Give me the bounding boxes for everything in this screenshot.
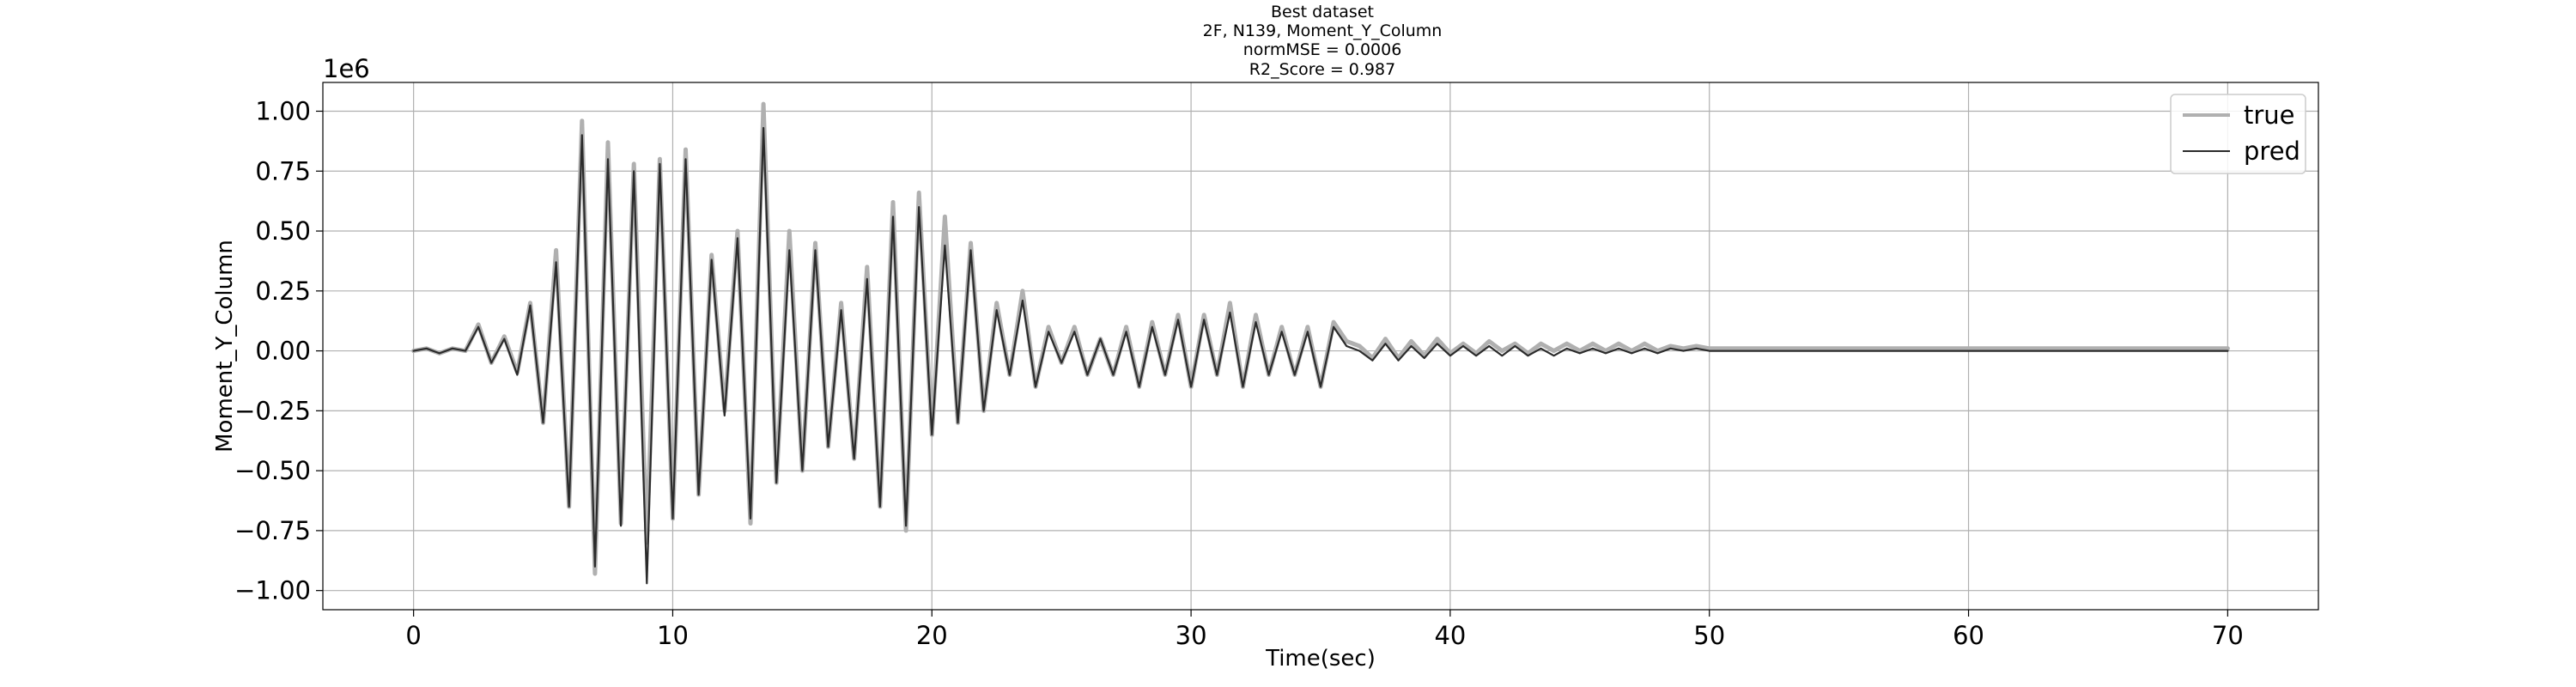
y-tick-label: −0.75 bbox=[234, 516, 311, 545]
y-axis-label: Moment_Y_Column bbox=[212, 240, 238, 453]
chart-title-line-4: R2_Score = 0.987 bbox=[1249, 60, 1395, 79]
grid bbox=[323, 82, 2318, 610]
y-tick-label: 1.00 bbox=[255, 96, 311, 125]
x-tick-label: 0 bbox=[405, 621, 421, 650]
y-tick-label: 0.25 bbox=[255, 277, 311, 306]
y-tick-label: −0.25 bbox=[234, 396, 311, 425]
y-tick-label: −0.50 bbox=[234, 456, 311, 485]
legend: true pred bbox=[2170, 94, 2306, 174]
x-axis-label: Time(sec) bbox=[1265, 646, 1376, 672]
legend-label-pred: pred bbox=[2244, 137, 2300, 166]
y-offset-label: 1e6 bbox=[323, 54, 370, 83]
plot-area-frame bbox=[322, 82, 2319, 611]
x-tick-label: 20 bbox=[916, 621, 948, 650]
chart-title-line-2: 2F, N139, Moment_Y_Column bbox=[1203, 21, 1443, 40]
y-tick-label: 0.50 bbox=[255, 216, 311, 246]
x-tick-label: 60 bbox=[1953, 621, 1984, 650]
plot-series bbox=[411, 101, 2230, 585]
x-tick-label: 30 bbox=[1176, 621, 1207, 650]
x-tick-label: 40 bbox=[1434, 621, 1466, 650]
axis-ticks: 0 10 20 30 40 50 60 70 1.00 0.75 0.50 0.25 0.00 −0.25… bbox=[234, 96, 2244, 650]
y-tick-label: 0.75 bbox=[255, 156, 311, 185]
x-tick-label: 70 bbox=[2212, 621, 2244, 650]
chart-title-line-1: Best dataset bbox=[1271, 3, 1374, 21]
x-tick-label: 10 bbox=[657, 621, 689, 650]
y-tick-label: 0.00 bbox=[255, 337, 311, 366]
chart-title-line-3: normMSE = 0.0006 bbox=[1243, 40, 1402, 59]
legend-label-true: true bbox=[2244, 100, 2295, 130]
x-tick-label: 50 bbox=[1693, 621, 1725, 650]
y-tick-label: −1.00 bbox=[234, 576, 311, 605]
series-line-pred bbox=[412, 126, 2229, 585]
